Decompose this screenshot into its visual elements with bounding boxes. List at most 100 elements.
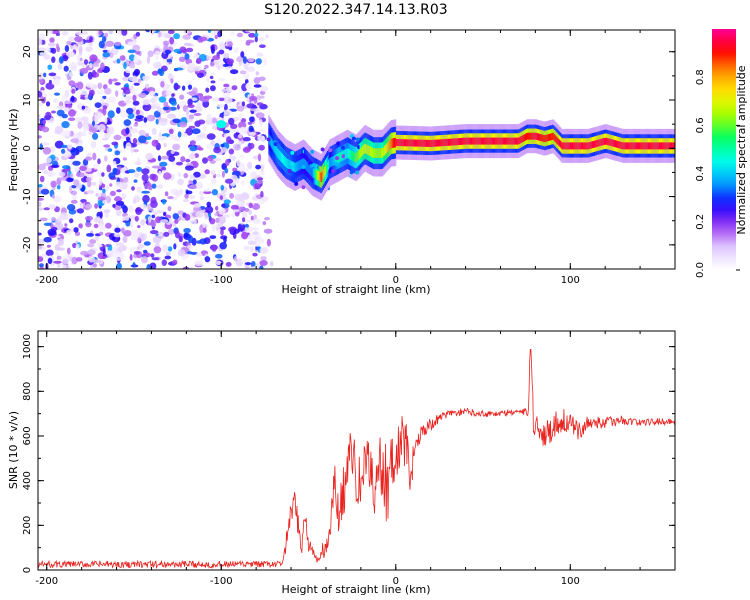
noise-blob bbox=[122, 157, 127, 161]
ridge-cell bbox=[467, 137, 469, 145]
ridge-cell bbox=[621, 142, 623, 149]
noise-blob bbox=[230, 31, 235, 36]
noise-blob bbox=[254, 183, 261, 190]
noise-blob bbox=[87, 71, 93, 80]
noise-blob bbox=[101, 183, 105, 188]
noise-blob bbox=[183, 42, 192, 47]
noise-blob bbox=[66, 204, 76, 211]
ridge-cell bbox=[432, 139, 434, 147]
noise-blob bbox=[154, 55, 160, 60]
noise-blob bbox=[250, 215, 254, 221]
noise-blob bbox=[80, 116, 89, 122]
noise-blob bbox=[80, 250, 89, 256]
noise-blob bbox=[114, 82, 121, 86]
ridge-cell bbox=[565, 142, 567, 150]
ridge-cell bbox=[461, 137, 463, 145]
ridge-cell bbox=[584, 142, 586, 150]
spectrogram-y-tick-label: 10 bbox=[22, 94, 33, 107]
noise-blob bbox=[247, 121, 253, 125]
noise-blob bbox=[97, 82, 103, 90]
noise-blob bbox=[83, 107, 92, 115]
ridge-cell bbox=[420, 139, 422, 147]
noise-blob bbox=[120, 246, 125, 252]
noise-blob bbox=[248, 142, 255, 150]
noise-blob bbox=[168, 128, 174, 135]
ridge-speckle bbox=[301, 185, 306, 190]
spectrogram-y-axis-label: Frequency (Hz) bbox=[7, 109, 20, 192]
ridge-cell bbox=[491, 137, 493, 145]
ridge-speckle bbox=[273, 142, 278, 147]
noise-blob bbox=[232, 209, 240, 213]
noise-blob bbox=[239, 126, 247, 134]
ridge-cell bbox=[527, 132, 529, 140]
noise-blob bbox=[113, 233, 121, 238]
ridge-cell bbox=[402, 139, 404, 147]
noise-blob bbox=[104, 117, 108, 124]
ridge-cell bbox=[297, 161, 299, 171]
noise-blob bbox=[123, 100, 132, 104]
noise-blob bbox=[255, 58, 262, 65]
ridge-cell bbox=[563, 142, 565, 150]
noise-blob bbox=[68, 117, 76, 121]
noise-blob bbox=[142, 249, 148, 254]
ridge-cell bbox=[349, 149, 351, 160]
noise-blob bbox=[188, 153, 196, 160]
ridge-cell bbox=[446, 138, 448, 146]
ridge-cell bbox=[500, 137, 502, 145]
noise-blob bbox=[155, 118, 159, 125]
noise-blob bbox=[161, 166, 167, 171]
noise-blob bbox=[240, 259, 250, 263]
noise-blob bbox=[211, 177, 217, 185]
noise-blob bbox=[183, 173, 189, 179]
noise-blob bbox=[55, 33, 61, 36]
noise-blob bbox=[38, 201, 42, 207]
ridge-cell bbox=[603, 138, 605, 146]
ridge-speckle bbox=[320, 147, 325, 152]
noise-blob bbox=[59, 176, 66, 181]
snr-x-tick-label: -100 bbox=[210, 576, 233, 587]
noise-blob bbox=[151, 70, 159, 76]
ridge-cell bbox=[431, 139, 433, 147]
ridge-cell bbox=[566, 142, 568, 150]
noise-blob bbox=[218, 49, 225, 55]
noise-blob bbox=[57, 238, 64, 246]
noise-blob bbox=[248, 131, 257, 136]
ridge-cell bbox=[394, 138, 396, 148]
ridge-cell bbox=[331, 157, 333, 167]
ridge-cell bbox=[607, 138, 609, 146]
noise-blob bbox=[64, 89, 70, 98]
noise-blob bbox=[231, 85, 238, 91]
snr-y-axis-label: SNR (10 * v/v) bbox=[7, 411, 20, 489]
ridge-cell bbox=[284, 156, 286, 166]
ridge-cell bbox=[328, 160, 330, 170]
noise-blob bbox=[205, 87, 210, 93]
ridge-cell bbox=[429, 140, 431, 147]
noise-blob bbox=[104, 87, 112, 95]
noise-blob bbox=[143, 241, 151, 246]
noise-blob bbox=[151, 219, 157, 228]
noise-blob bbox=[137, 244, 145, 249]
noise-blob bbox=[77, 131, 83, 138]
ridge-cell bbox=[598, 139, 600, 147]
noise-blob bbox=[132, 94, 137, 102]
noise-blob bbox=[198, 69, 206, 73]
noise-blob bbox=[70, 138, 79, 143]
ridge-cell bbox=[422, 139, 424, 147]
noise-blob bbox=[89, 54, 98, 63]
noise-blob bbox=[196, 134, 206, 138]
noise-blob bbox=[99, 224, 107, 231]
noise-blob bbox=[41, 126, 50, 133]
noise-blob bbox=[61, 148, 66, 154]
ridge-cell bbox=[469, 137, 471, 145]
ridge-cell bbox=[389, 139, 391, 150]
noise-blob bbox=[223, 83, 230, 88]
ridge-cell bbox=[311, 166, 313, 177]
noise-blob bbox=[62, 259, 69, 265]
noise-blob bbox=[175, 161, 183, 166]
ridge-cell bbox=[546, 134, 549, 142]
noise-blob bbox=[38, 135, 42, 139]
ridge-cell bbox=[483, 137, 485, 145]
spectrogram-y-tick-label: -10 bbox=[22, 188, 33, 204]
noise-blob bbox=[223, 214, 231, 218]
noise-blob bbox=[45, 82, 55, 90]
